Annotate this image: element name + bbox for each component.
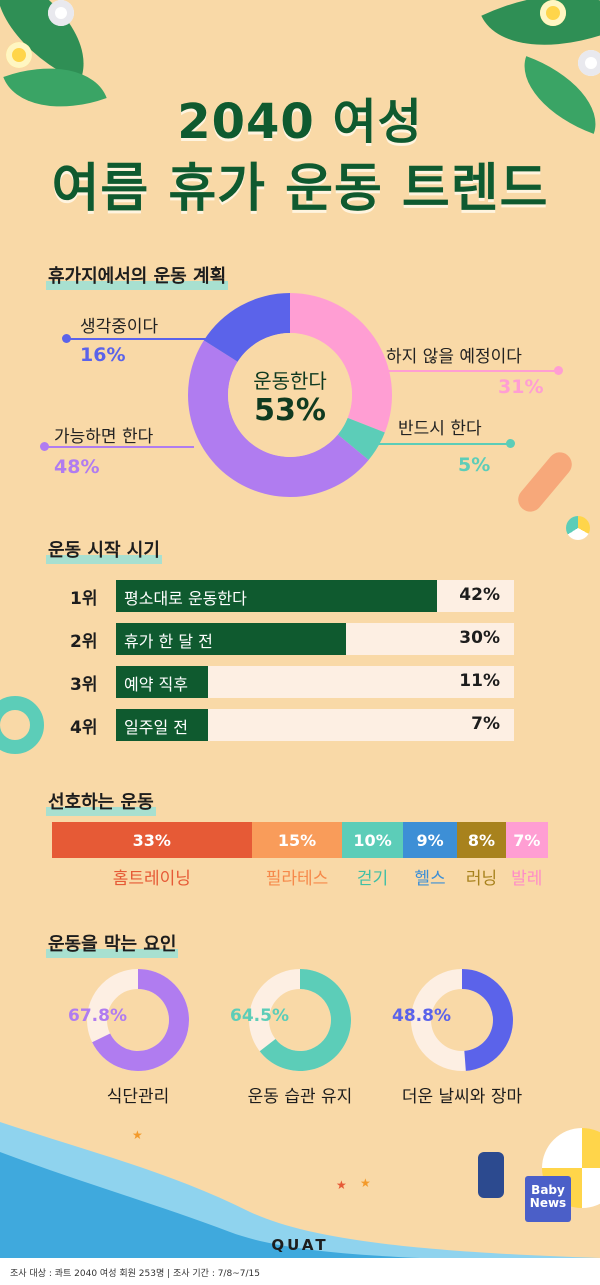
rank-value: 42% — [459, 585, 500, 605]
rank-bar-fill — [116, 623, 346, 655]
flower-icon — [578, 50, 600, 76]
rank-value: 7% — [471, 714, 500, 734]
preferred-segment: 8% — [457, 822, 506, 858]
barrier-label: 식단관리 — [106, 1087, 170, 1107]
section-title-preferred: 선호하는 운동 — [46, 788, 156, 816]
barrier-donut-arc — [462, 969, 513, 1071]
leader-line — [376, 370, 558, 372]
leader-dot — [506, 439, 515, 448]
preferred-segment-label: 러닝 — [465, 869, 498, 889]
plan-pct-possible: 48% — [54, 456, 100, 478]
barrier-donut-chart — [411, 969, 513, 1071]
section-title-timing: 운동 시작 시기 — [46, 536, 162, 564]
preferred-segment: 9% — [402, 822, 458, 858]
leader-line — [66, 338, 216, 340]
plan-donut-slice — [188, 340, 369, 497]
preferred-stacked-bar: 33% 15% 10% 9% 8% 7% — [52, 822, 548, 858]
page-title-line2: 여름 휴가 운동 트렌드 — [51, 159, 549, 219]
rank-value: 11% — [459, 671, 500, 691]
rank-number: 3위 — [70, 675, 98, 695]
rank-bar-fill — [116, 580, 438, 612]
rank-label: 예약 직후 — [124, 675, 188, 694]
star-icon: ★ — [336, 1178, 347, 1192]
rank-label: 일주일 전 — [124, 718, 188, 737]
preferred-segment: 33% — [52, 822, 252, 858]
barrier-pct: 48.8% — [392, 1006, 451, 1026]
rank-row: 1위 평소대로 운동한다 42% — [70, 580, 514, 612]
plan-label-possible: 가능하면 한다 — [54, 427, 154, 447]
jumping-man-illustration — [478, 1152, 504, 1198]
rank-number: 2위 — [70, 632, 98, 652]
leader-dot — [554, 366, 563, 375]
preferred-segment-label: 발레 — [511, 869, 543, 889]
sunbather-illustration — [513, 447, 577, 517]
rank-row: 3위 예약 직후 11% — [70, 666, 514, 698]
rank-label: 평소대로 운동한다 — [124, 589, 247, 608]
section-title-barriers: 운동을 막는 요인 — [46, 930, 179, 958]
plan-donut-slice — [290, 293, 392, 433]
plan-pct-not: 31% — [498, 376, 544, 398]
leader-line — [44, 446, 194, 448]
barrier-donut-chart — [249, 969, 351, 1071]
preferred-segment-label: 헬스 — [414, 869, 446, 889]
rank-row: 4위 일주일 전 7% — [70, 709, 514, 741]
preferred-segment-label: 홈트레이닝 — [112, 869, 191, 889]
preferred-segment: 10% — [342, 822, 403, 858]
preferred-segment-label: 필라테스 — [265, 869, 329, 889]
rank-label: 휴가 한 달 전 — [124, 632, 213, 651]
flower-icon — [540, 0, 566, 26]
star-icon: ★ — [360, 1176, 371, 1190]
rank-row: 2위 휴가 한 달 전 30% — [70, 623, 514, 655]
beach-ball-icon — [566, 516, 590, 540]
brand-logo: QUAT — [271, 1236, 329, 1254]
preferred-segment: 7% — [505, 822, 548, 858]
plan-center-label: 운동한다 — [253, 369, 327, 393]
barrier-label: 운동 습관 유지 — [247, 1087, 353, 1107]
star-icon: ★ — [132, 1128, 143, 1142]
barrier-donut-arc — [92, 969, 189, 1071]
plan-center-value: 53% — [254, 393, 326, 428]
plan-donut-hole — [228, 333, 352, 457]
rank-bar-fill — [116, 666, 208, 698]
swim-ring-icon — [0, 696, 44, 754]
flower-icon — [48, 0, 74, 26]
flower-icon — [6, 42, 32, 68]
barrier-donut-arc — [259, 969, 351, 1071]
plan-donut-slice — [203, 293, 290, 362]
survey-footnote: 조사 대상 : 콰트 2040 여성 회원 253명 | 조사 기간 : 7/8… — [0, 1258, 600, 1285]
rank-value: 30% — [459, 628, 500, 648]
barrier-pct: 64.5% — [230, 1006, 289, 1026]
babynews-logo: Baby News — [525, 1176, 571, 1222]
rank-number: 4위 — [70, 718, 98, 738]
plan-label-not: 하지 않을 예정이다 — [386, 347, 522, 367]
plan-pct-thinking: 16% — [80, 344, 126, 366]
barrier-label: 더운 날씨와 장마 — [401, 1087, 523, 1107]
plan-donut-chart: 운동한다 53% — [188, 293, 392, 497]
beach-wave-decoration — [0, 1122, 600, 1258]
plan-label-must: 반드시 한다 — [398, 419, 482, 439]
preferred-segment-label: 걷기 — [356, 869, 389, 889]
preferred-segment: 15% — [251, 822, 343, 858]
barrier-donut-chart — [87, 969, 189, 1071]
rank-bar-fill — [116, 709, 208, 741]
leader-line — [372, 443, 510, 445]
section-title-plan: 휴가지에서의 운동 계획 — [46, 262, 229, 290]
rank-number: 1위 — [70, 589, 98, 609]
plan-donut-slice — [337, 417, 385, 461]
plan-label-thinking: 생각중이다 — [80, 317, 159, 337]
barrier-pct: 67.8% — [68, 1006, 127, 1026]
page-title-line1: 2040 여성 — [177, 94, 423, 150]
plan-pct-must: 5% — [458, 454, 491, 476]
